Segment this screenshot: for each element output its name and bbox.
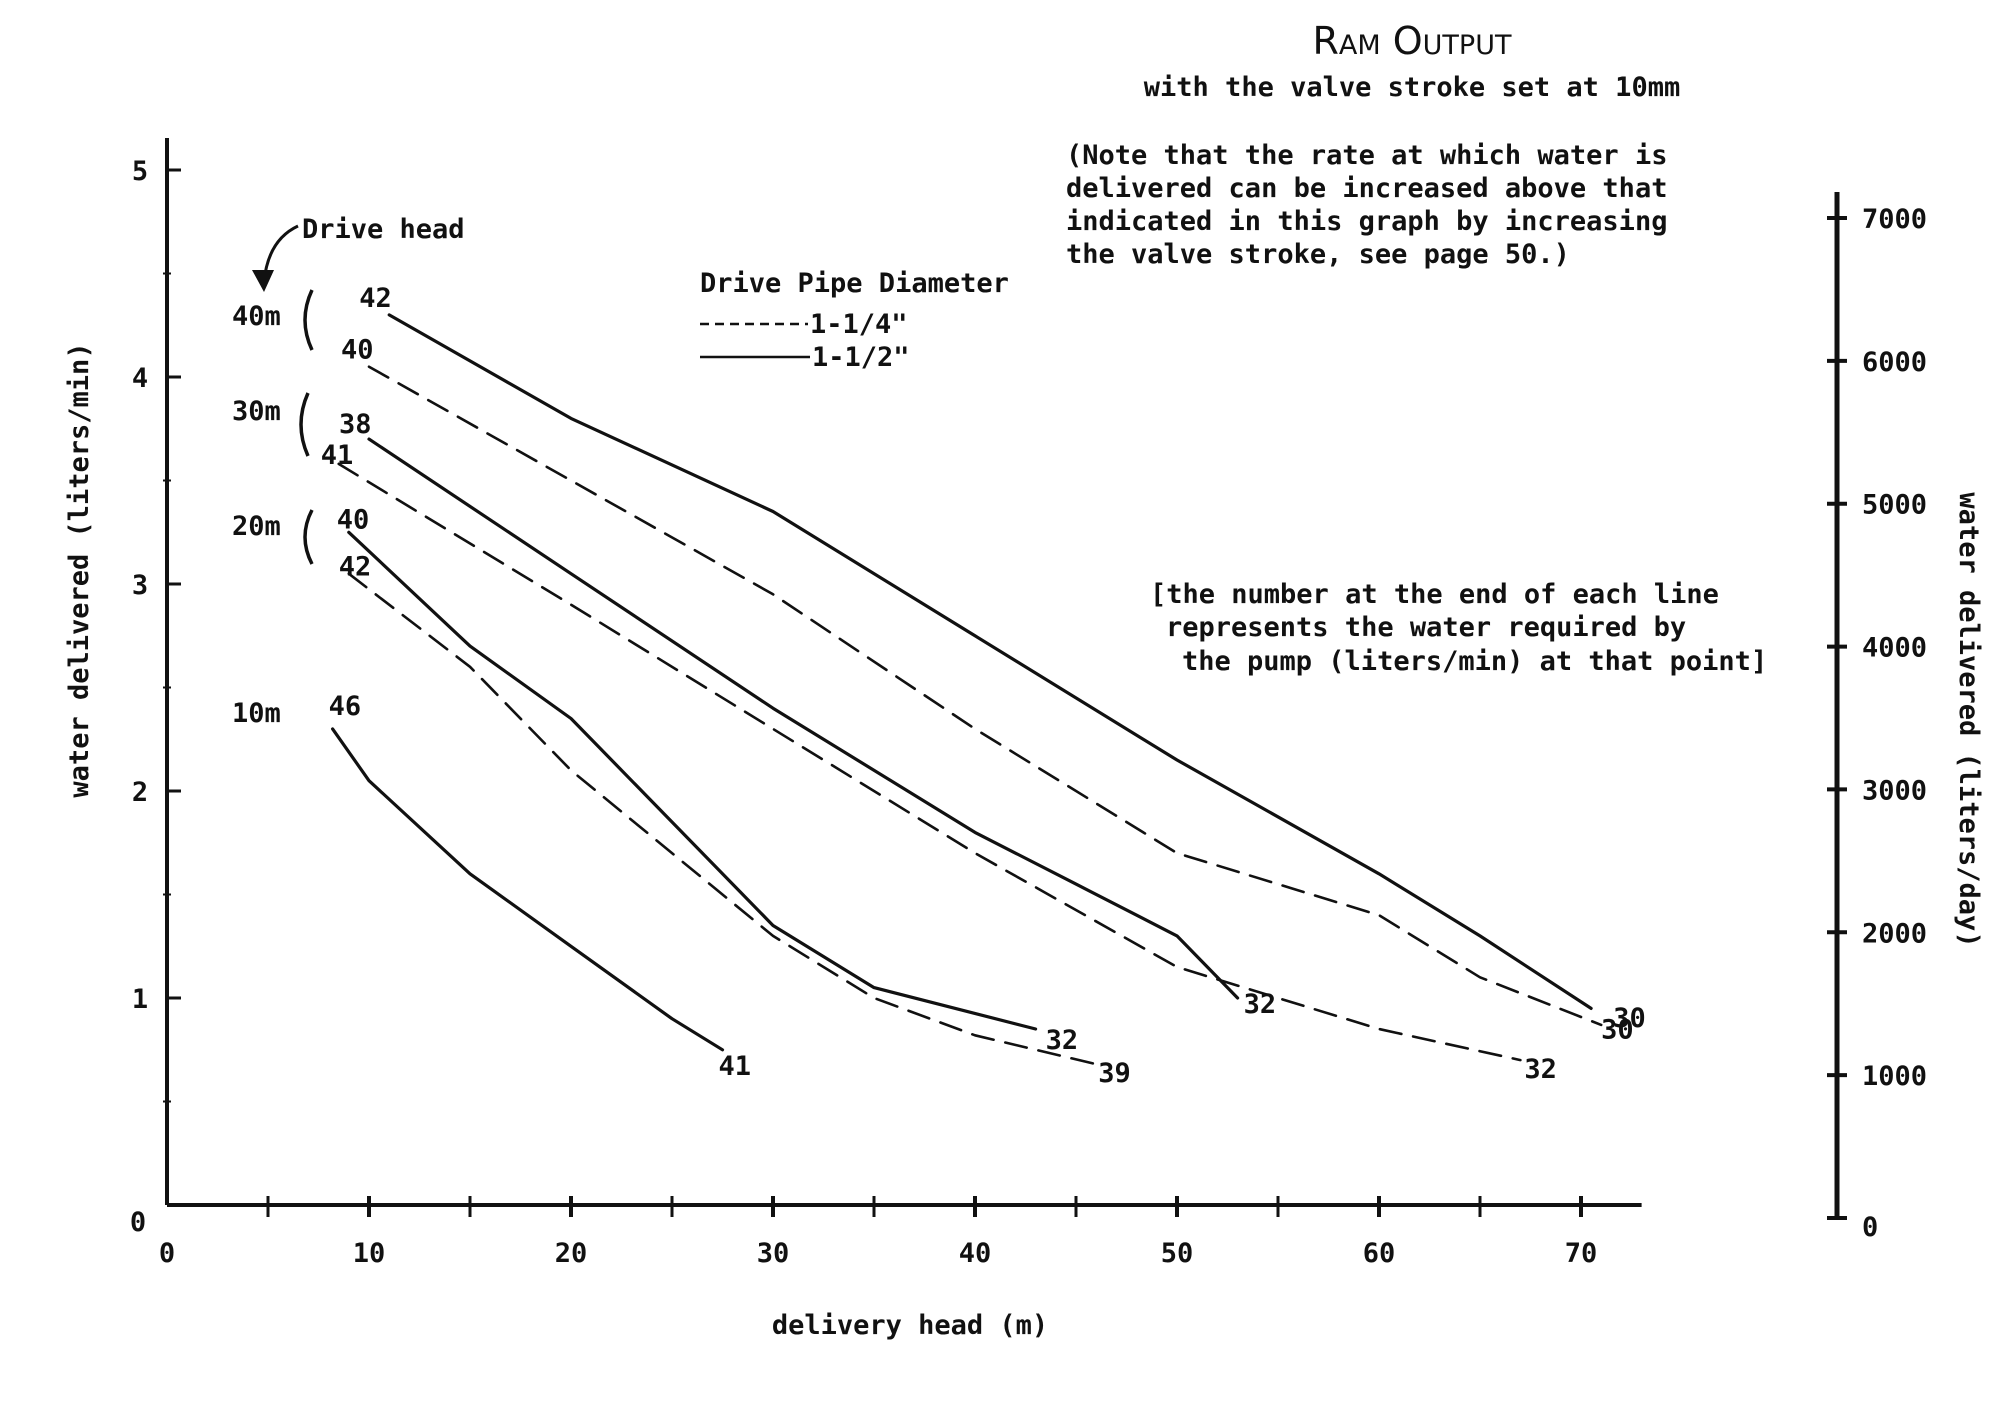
x-tick-label: 10 xyxy=(353,1238,386,1269)
y-tick-label: 2 xyxy=(132,777,148,808)
y2-tick-label: 1000 xyxy=(1862,1061,1927,1092)
drive-head-value: 30m xyxy=(232,396,281,427)
series-layer xyxy=(331,313,1603,1066)
legend-title: Drive Pipe Diameter xyxy=(700,268,1009,299)
series-line-30m-dashed xyxy=(337,462,1522,1062)
series-end-label: 30 xyxy=(1613,1003,1646,1034)
legend: Drive Pipe Diameter 1-1/4" 1-1/2" xyxy=(700,268,1009,373)
series-line-20m-dashed xyxy=(347,572,1098,1066)
series-start-label: 42 xyxy=(339,552,372,583)
series-start-label: 42 xyxy=(359,283,392,314)
y-axis-title: water delivered (liters/min) xyxy=(64,342,95,797)
annotation-line: represents the water required by xyxy=(1166,612,1686,643)
series-end-label: 32 xyxy=(1046,1025,1079,1056)
drive-head-bracket xyxy=(299,392,310,457)
series-end-label: 39 xyxy=(1098,1058,1131,1089)
annotation-block: [the number at the end of each line repr… xyxy=(1150,579,1767,677)
series-line-10m-solid xyxy=(331,727,725,1052)
drive-head-value: 20m xyxy=(232,511,281,542)
y2-tick-label: 3000 xyxy=(1862,775,1927,806)
series-start-label: 40 xyxy=(337,504,370,535)
y2-tick-label: 5000 xyxy=(1862,490,1927,521)
annotation-line: the pump (liters/min) at that point] xyxy=(1182,646,1767,677)
series-line-40m-dashed xyxy=(367,365,1603,1027)
y-tick-label: 0 xyxy=(130,1207,146,1238)
y-tick-label: 1 xyxy=(132,984,148,1015)
x-axis-title: delivery head (m) xyxy=(772,1310,1048,1341)
drive-head-bracket xyxy=(303,509,314,565)
x-tick-label: 30 xyxy=(757,1238,790,1269)
drive-head-value: 10m xyxy=(232,698,281,729)
series-line-30m-solid xyxy=(367,437,1240,1000)
series-start-label: 38 xyxy=(339,409,372,440)
series-end-label: 32 xyxy=(1524,1054,1557,1085)
note-line: indicated in this graph by increasing xyxy=(1066,206,1667,237)
y2-axis-title: water delivered (liters/day) xyxy=(1953,492,1984,947)
y2-tick-label: 2000 xyxy=(1862,918,1927,949)
x-tick-label: 60 xyxy=(1363,1238,1396,1269)
note-block: (Note that the rate at which water is de… xyxy=(1066,140,1667,270)
chart-title: Ram Output xyxy=(1313,19,1512,63)
drive-head-value: 40m xyxy=(232,301,281,332)
x-tick-label: 20 xyxy=(555,1238,588,1269)
series-start-label: 46 xyxy=(329,691,362,722)
series-end-label: 41 xyxy=(719,1051,752,1082)
series-line-40m-solid xyxy=(387,313,1593,1011)
y-tick-label: 4 xyxy=(132,363,148,394)
labels-layer: 42 30 40 30 38 32 41 32 40 32 42 39 46 41 40m 30m 20m 10m xyxy=(232,283,1646,1089)
x-tick-label: 40 xyxy=(959,1238,992,1269)
legend-label-solid: 1-1/2" xyxy=(812,342,910,373)
y-tick-label: 5 xyxy=(132,156,148,187)
x-tick-label: 0 xyxy=(159,1238,175,1269)
legend-label-dashed: 1-1/4" xyxy=(810,309,908,340)
y2-tick-label: 0 xyxy=(1862,1212,1878,1243)
annotation-line: [the number at the end of each line xyxy=(1150,579,1719,610)
x-tick-label: 70 xyxy=(1565,1238,1598,1269)
y2-tick-label: 4000 xyxy=(1862,633,1927,664)
series-line-20m-solid xyxy=(347,530,1038,1031)
series-start-label: 40 xyxy=(341,335,374,366)
y2-tick-label: 7000 xyxy=(1862,204,1927,235)
drive-head-arrowhead xyxy=(252,270,274,292)
note-line: the valve stroke, see page 50.) xyxy=(1066,239,1570,270)
series-end-label: 30 xyxy=(1601,1014,1634,1045)
y2-tick-label: 6000 xyxy=(1862,347,1927,378)
x-tick-label: 50 xyxy=(1161,1238,1194,1269)
series-start-label: 41 xyxy=(321,440,354,471)
drive-head-bracket xyxy=(303,289,314,351)
y-tick-label: 3 xyxy=(132,570,148,601)
note-line: (Note that the rate at which water is xyxy=(1066,140,1667,171)
drive-head-label: Drive head xyxy=(302,214,465,245)
chart-subtitle: with the valve stroke set at 10mm xyxy=(1144,72,1680,103)
series-end-label: 32 xyxy=(1244,989,1277,1020)
note-line: delivered can be increased above that xyxy=(1066,173,1667,204)
